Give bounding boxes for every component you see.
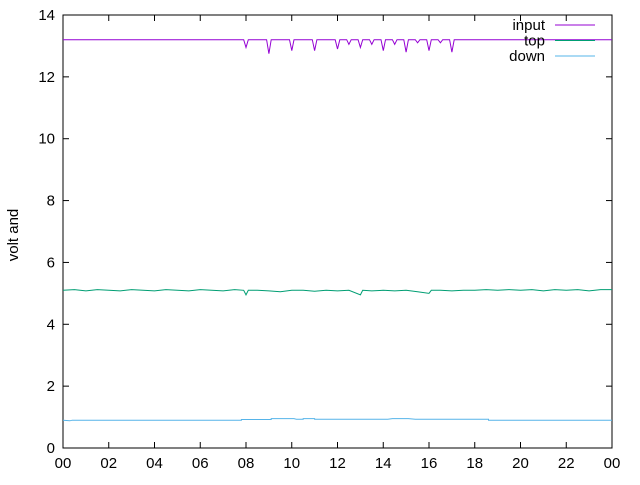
x-tick-label: 12 — [329, 455, 346, 472]
series-line-input — [63, 39, 612, 54]
x-tick-label: 00 — [604, 455, 621, 472]
y-tick-label: 2 — [47, 378, 55, 395]
y-tick-label: 14 — [38, 7, 55, 24]
y-tick-label: 10 — [38, 131, 55, 148]
legend-label-down: down — [509, 48, 545, 65]
x-tick-label: 20 — [512, 455, 529, 472]
y-tick-label: 12 — [38, 69, 55, 86]
y-axis-label: volt and — [5, 209, 22, 262]
x-tick-label: 18 — [466, 455, 483, 472]
x-tick-label: 06 — [192, 455, 209, 472]
x-tick-label: 08 — [238, 455, 255, 472]
y-tick-label: 6 — [47, 254, 55, 271]
y-tick-label: 4 — [47, 316, 55, 333]
series-line-top — [62, 289, 612, 297]
x-tick-label: 02 — [100, 455, 117, 472]
legend-label-input: input — [512, 17, 545, 34]
series-line-down — [62, 418, 612, 422]
y-tick-label: 0 — [47, 440, 55, 457]
x-tick-label: 00 — [55, 455, 72, 472]
x-tick-label: 16 — [421, 455, 438, 472]
x-tick-label: 14 — [375, 455, 392, 472]
plot-lines — [62, 39, 612, 422]
x-tick-label: 10 — [283, 455, 300, 472]
y-tick-label: 8 — [47, 193, 55, 210]
x-tick-label: 22 — [558, 455, 575, 472]
legend-label-top: top — [524, 33, 545, 50]
x-tick-label: 04 — [146, 455, 163, 472]
plot-border — [62, 14, 613, 449]
